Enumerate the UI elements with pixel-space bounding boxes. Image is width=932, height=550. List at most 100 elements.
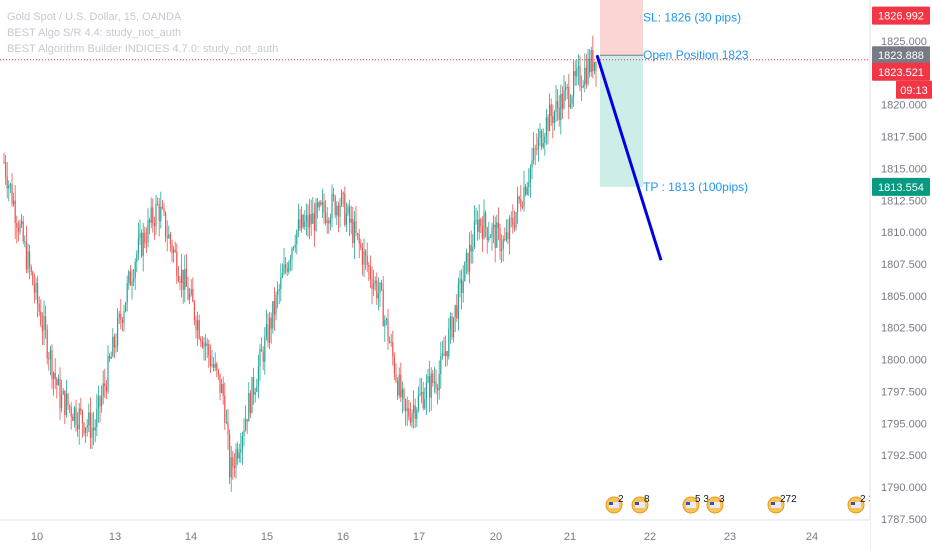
candle-body — [133, 277, 135, 282]
candle-body — [57, 378, 59, 386]
candle-body — [350, 219, 352, 223]
flag-canton — [851, 502, 855, 505]
indicator-sr[interactable]: BEST Algo S/R 4.4: study_not_auth — [7, 27, 182, 39]
candle-body — [56, 378, 58, 386]
candle-body — [3, 162, 5, 163]
candle-body — [409, 416, 411, 423]
candle-body — [169, 234, 171, 244]
candle-body — [32, 271, 34, 285]
candle-body — [267, 324, 269, 343]
candle-body — [569, 104, 571, 108]
candle-body — [472, 247, 474, 252]
candle-body — [499, 227, 501, 252]
candle-body — [465, 252, 467, 262]
time-axis[interactable]: 10 13 14 15 16 17 20 21 22 23 24 — [0, 519, 870, 550]
event-count: 272 — [780, 494, 797, 505]
stop-loss-badge[interactable]: 1826.992 — [872, 6, 930, 25]
candle-body — [568, 87, 570, 108]
candle-body — [360, 243, 362, 248]
position-overlay[interactable]: SL: 1826 (30 pips) Open Position 1823 TP :… — [0, 0, 870, 261]
candle-body — [305, 215, 307, 221]
flag-stripes — [851, 502, 861, 508]
price-tick-label: 1810.000 — [881, 227, 927, 239]
candle-body — [525, 186, 527, 195]
take-profit-zone[interactable] — [600, 55, 643, 187]
candle-body — [526, 187, 528, 195]
candle-body — [281, 273, 283, 278]
candle-body — [139, 232, 141, 239]
candle-body — [256, 386, 258, 392]
candle-body — [96, 409, 98, 428]
open-position-annotation[interactable]: Open Position 1823 — [643, 48, 749, 62]
candle-body — [165, 212, 167, 237]
event-flag-icon[interactable]: 5 3 — [682, 494, 709, 514]
candle-body — [520, 199, 522, 207]
candle-body — [296, 230, 298, 245]
event-flag-icon[interactable]: 3 — [706, 494, 725, 514]
candle-body — [270, 317, 272, 329]
price-tick-label: 1790.000 — [881, 482, 927, 494]
candle-body — [323, 202, 325, 213]
candle-body — [549, 104, 551, 132]
take-profit-badge[interactable]: 1813.554 — [872, 177, 930, 196]
candle-body — [209, 354, 211, 366]
candle-body — [385, 319, 387, 320]
last-price-badge[interactable]: 1823.521 — [872, 62, 930, 81]
candle-body — [137, 238, 139, 254]
candle-body — [216, 363, 218, 370]
candle-body — [283, 264, 285, 274]
forecast-line[interactable] — [595, 54, 663, 261]
candle-body — [315, 202, 317, 231]
indicator-builder[interactable]: BEST Algorithm Builder INDICES 4.7.0: st… — [7, 43, 279, 55]
candle-body — [217, 370, 219, 374]
stop-loss-zone[interactable] — [600, 0, 643, 56]
candle-body — [501, 248, 503, 251]
candle-body — [448, 328, 450, 357]
sl-annotation[interactable]: SL: 1826 (30 pips) — [643, 11, 741, 25]
candle-body — [227, 422, 229, 435]
countdown-badge[interactable]: 09:13 — [896, 80, 932, 99]
candle-body — [395, 373, 397, 381]
event-flag-icon[interactable]: 2 — [605, 494, 624, 514]
candle-body — [310, 214, 312, 224]
candle-body — [579, 66, 581, 87]
flag-canton — [710, 502, 714, 505]
event-flag-icon[interactable]: 8 — [631, 494, 650, 514]
candle-body — [102, 383, 104, 397]
price-axis[interactable]: 1825.0001822.5001820.0001817.5001815.000… — [869, 0, 932, 550]
event-flag-icon[interactable]: 272 — [767, 494, 797, 514]
candle-body — [49, 350, 51, 360]
event-count: 2 3 — [860, 494, 874, 505]
candle-body — [557, 100, 559, 108]
candle-body — [558, 107, 560, 120]
candle-body — [9, 184, 11, 185]
candle-body — [459, 279, 461, 284]
badge-text: 09:13 — [900, 85, 928, 97]
price-tick-label: 1812.500 — [881, 195, 927, 207]
badge-bg — [896, 80, 932, 99]
candle-body — [38, 303, 40, 312]
candle-body — [299, 219, 301, 229]
tp-annotation[interactable]: TP : 1813 (100pips) — [643, 180, 748, 194]
candle-body — [547, 117, 549, 132]
candle-body — [8, 185, 10, 189]
price-tick-label: 1805.000 — [881, 291, 927, 303]
candle-body — [118, 313, 120, 319]
open-price-badge[interactable]: 1823.888 — [872, 46, 930, 65]
event-flag-icon[interactable]: 2 3 — [847, 494, 874, 514]
candle-body — [481, 226, 483, 239]
symbol-title[interactable]: Gold Spot / U.S. Dollar, 15, OANDA — [7, 11, 182, 23]
candle-body — [144, 232, 146, 243]
candle-body — [197, 320, 199, 331]
candle-body — [158, 204, 160, 222]
economic-events[interactable]: 2 8 5 3 3 272 2 3 — [605, 494, 874, 514]
candle-body — [451, 316, 453, 338]
candle-body — [150, 207, 152, 223]
candle-body — [429, 376, 431, 398]
candle-body — [238, 452, 240, 459]
candle-body — [200, 338, 202, 342]
badge-text: 1823.888 — [878, 50, 924, 62]
candle-body — [339, 204, 341, 217]
